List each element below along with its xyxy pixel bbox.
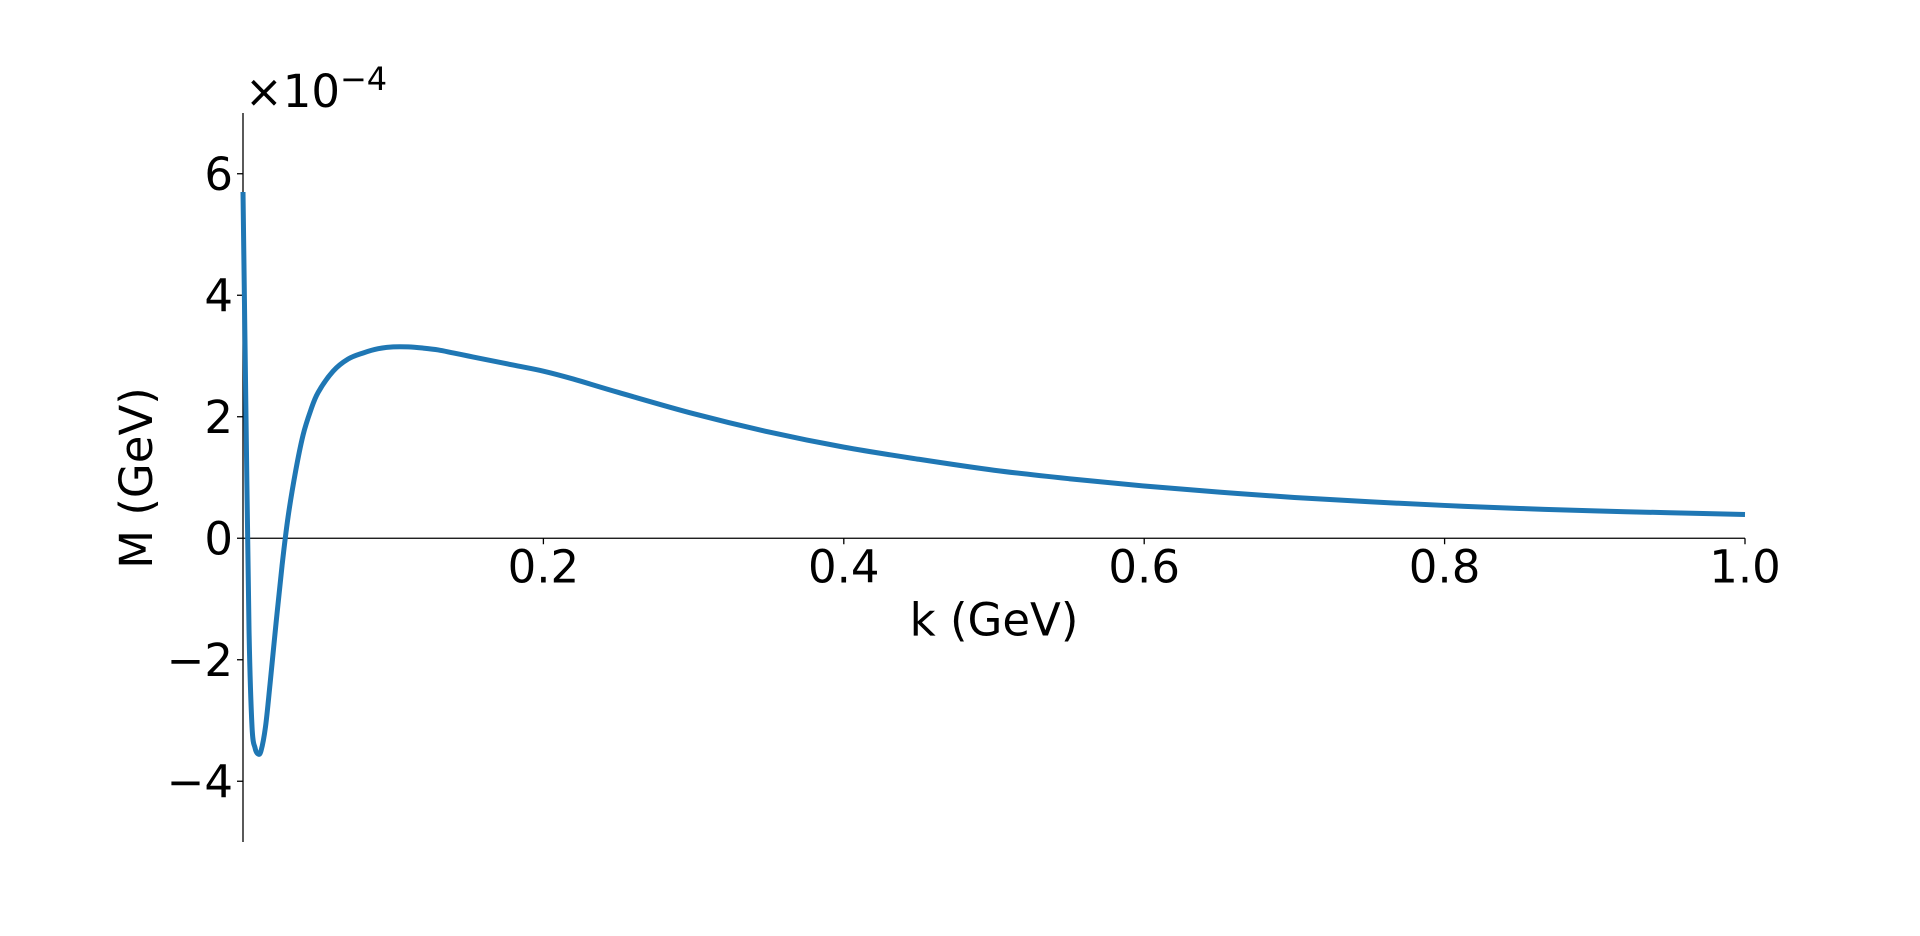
y-tick-label: 2 bbox=[204, 391, 233, 444]
x-tick-label: 0.6 bbox=[1108, 540, 1180, 593]
y-axis-title: M (GeV) bbox=[110, 387, 163, 569]
x-tick-label: 0.2 bbox=[508, 540, 580, 593]
offset-base: ×10 bbox=[245, 65, 340, 118]
x-tick-label: 1.0 bbox=[1709, 540, 1781, 593]
y-tick-label: 6 bbox=[204, 148, 233, 201]
y-axis-offset-text: ×10−4 bbox=[245, 60, 387, 118]
offset-exponent: −4 bbox=[340, 60, 387, 98]
axes-layer: −4 −2 0 2 4 6 0.2 0.4 0.6 0.8 1.0 bbox=[167, 113, 1781, 842]
label-layer: k (GeV) M (GeV) ×10−4 bbox=[110, 60, 1078, 646]
x-tick-label: 0.8 bbox=[1409, 540, 1481, 593]
y-tick-label: −4 bbox=[167, 755, 233, 808]
plot-layer bbox=[240, 191, 1746, 757]
y-tick-label: 0 bbox=[204, 512, 233, 565]
series-line-1 bbox=[240, 191, 1746, 757]
y-tick-label: 4 bbox=[204, 269, 233, 322]
x-axis-title: k (GeV) bbox=[910, 593, 1079, 646]
x-tick-label: 0.4 bbox=[808, 540, 880, 593]
y-tick-label: −2 bbox=[167, 634, 233, 687]
